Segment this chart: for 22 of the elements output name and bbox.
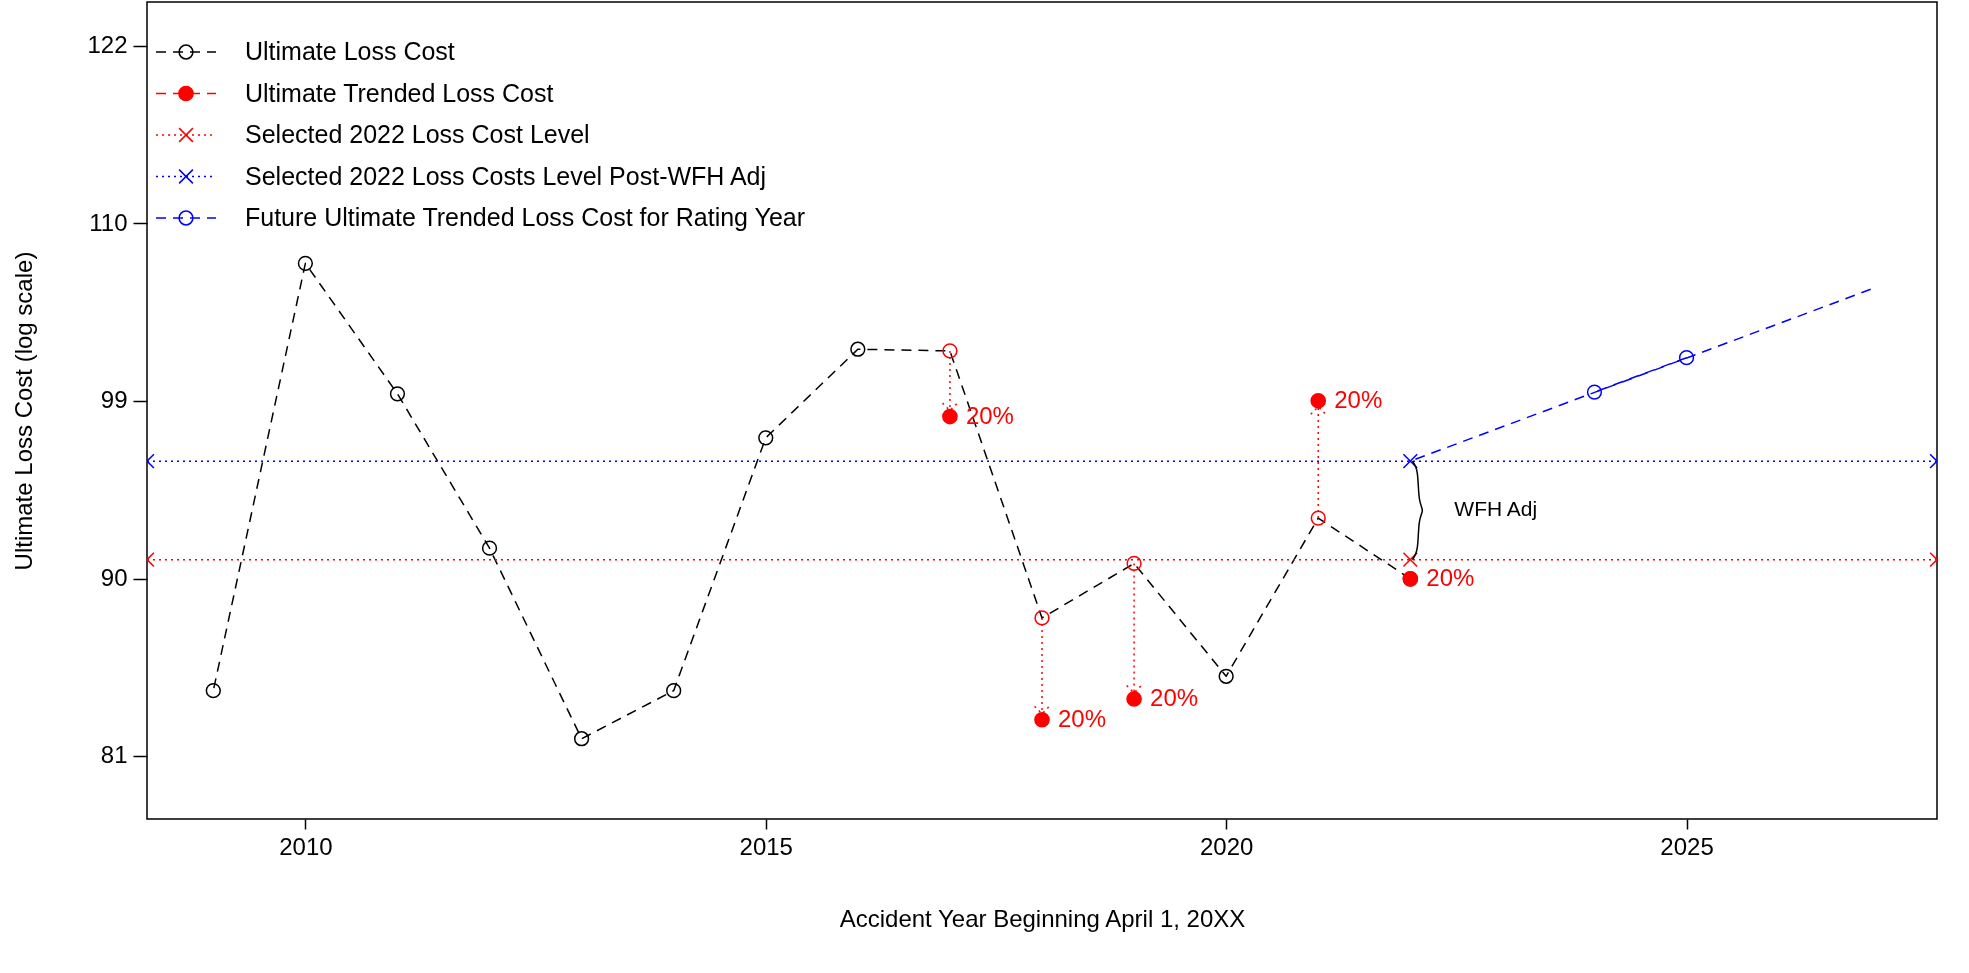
x-tick-label: 2010 (279, 832, 333, 860)
x-tick-label: 2020 (1199, 832, 1254, 860)
legend-label: Ultimate Loss Cost (245, 37, 455, 65)
annotation: 20% (1426, 563, 1475, 591)
annotation: 20% (1058, 704, 1107, 732)
legend-label: Selected 2022 Loss Costs Level Post-WFH Adj (245, 161, 767, 190)
y-tick-label: 90 (100, 564, 128, 592)
legend-label: Selected 2022 Loss Cost Level (245, 120, 590, 148)
annotation: 20% (965, 401, 1014, 429)
y-tick-label: 99 (100, 386, 128, 414)
y-tick-label: 122 (87, 31, 128, 59)
y-tick-label: 81 (100, 741, 128, 769)
y-tick-label: 110 (89, 208, 128, 236)
x-tick-label: 2025 (1660, 832, 1714, 860)
legend-label: Ultimate Trended Loss Cost (245, 78, 554, 107)
legend-label: Future Ultimate Trended Loss Cost for Rating Year (245, 203, 806, 231)
x-tick-label: 2015 (739, 832, 793, 860)
annotation: 20% (1150, 683, 1199, 711)
annotation: WFH Adj (1454, 497, 1538, 521)
x-axis-title: Accident Year Beginning April 1, 20XX (839, 904, 1246, 932)
y-axis-title: Ultimate Loss Cost (log scale) (10, 251, 38, 571)
annotation: 20% (1334, 385, 1383, 413)
